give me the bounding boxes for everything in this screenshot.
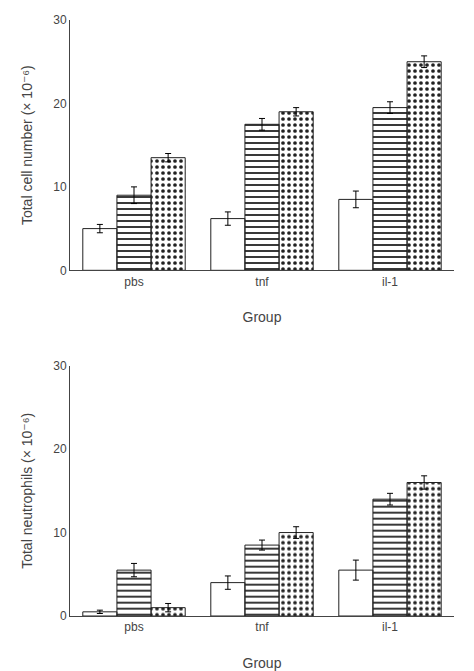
- svg-text:tnf: tnf: [255, 275, 269, 289]
- svg-text:Total neutrophils (× 10⁻⁶): Total neutrophils (× 10⁻⁶): [19, 413, 35, 569]
- svg-text:0: 0: [60, 264, 67, 278]
- svg-text:10: 10: [53, 180, 67, 194]
- svg-text:20: 20: [53, 442, 67, 456]
- svg-text:30: 30: [53, 359, 67, 373]
- svg-text:20: 20: [53, 97, 67, 111]
- svg-text:il-1: il-1: [382, 620, 398, 634]
- svg-text:0: 0: [60, 609, 67, 623]
- svg-text:pbs: pbs: [124, 275, 143, 289]
- svg-text:il-1: il-1: [382, 275, 398, 289]
- svg-text:Group: Group: [243, 309, 282, 325]
- svg-text:Group: Group: [243, 655, 282, 671]
- svg-text:Total cell number (× 10⁻⁶): Total cell number (× 10⁻⁶): [19, 65, 35, 225]
- svg-text:30: 30: [53, 13, 67, 27]
- svg-text:10: 10: [53, 526, 67, 540]
- svg-text:tnf: tnf: [255, 620, 269, 634]
- svg-text:pbs: pbs: [124, 620, 143, 634]
